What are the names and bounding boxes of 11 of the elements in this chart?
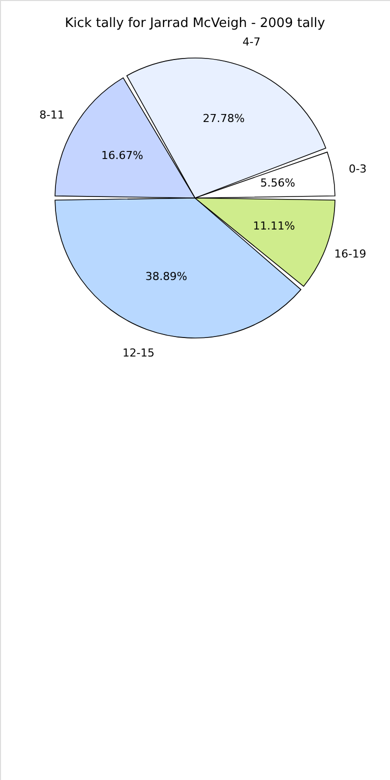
slice-label: 8-11 xyxy=(39,108,64,122)
data-label: 16.67% xyxy=(101,149,144,162)
data-label: 11.11% xyxy=(252,220,295,233)
data-label: 5.56% xyxy=(260,176,296,190)
data-label: 38.89% xyxy=(145,270,188,283)
chart-title: Kick tally for Jarrad McVeigh - 2009 tally xyxy=(64,16,326,31)
data-label: 27.78% xyxy=(202,112,245,126)
slice-label: 0-3 xyxy=(348,162,367,176)
slice-label: 12-15 xyxy=(122,346,155,360)
slice-label: 16-19 xyxy=(334,247,366,260)
slice-label: 4-7 xyxy=(242,36,260,49)
